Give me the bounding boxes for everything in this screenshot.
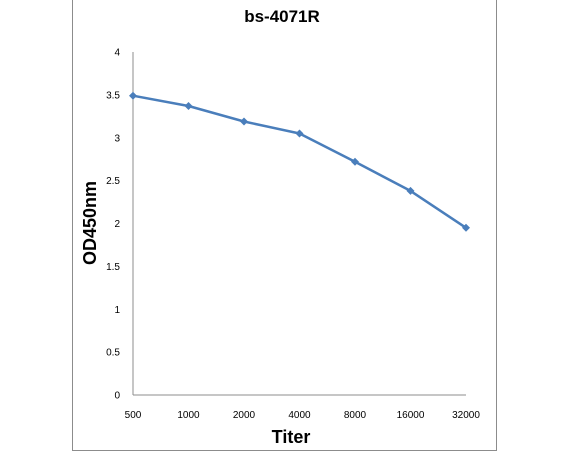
- data-point-marker: [240, 117, 248, 126]
- data-point-marker: [295, 129, 304, 138]
- x-tick-label: 16000: [397, 410, 425, 421]
- x-tick-label: 2000: [233, 410, 256, 421]
- x-tick-label: 1000: [177, 410, 200, 421]
- y-tick-labels: 0 0.5 1 1.5 2 2.5 3 3.5 4: [106, 48, 120, 402]
- y-tick-label: 0: [114, 391, 120, 402]
- x-tick-label: 500: [125, 410, 142, 421]
- data-point-marker: [184, 102, 193, 111]
- y-tick-label: 3.5: [106, 90, 120, 101]
- y-tick-label: 1: [114, 305, 120, 316]
- y-tick-label: 4: [114, 48, 120, 59]
- data-point-marker: [129, 91, 137, 100]
- y-tick-label: 2: [114, 219, 120, 230]
- x-tick-label: 4000: [288, 410, 311, 421]
- data-point-marker: [462, 223, 470, 232]
- y-axis-title: OD450nm: [80, 181, 100, 265]
- series-line: [132, 94, 467, 229]
- x-tick-label: 8000: [344, 410, 367, 421]
- data-point-marker: [351, 157, 359, 166]
- series-layer: [129, 91, 470, 232]
- y-tick-label: 0.5: [106, 348, 120, 359]
- chart-frame: [72, 0, 497, 451]
- chart-title: bs-4071R: [244, 7, 320, 26]
- data-point-marker: [406, 186, 415, 195]
- y-tick-label: 2.5: [106, 176, 120, 187]
- y-tick-label: 3: [114, 133, 120, 144]
- x-tick-labels: 500 1000 2000 4000 8000 16000 32000: [125, 410, 481, 421]
- x-tick-label: 32000: [452, 410, 480, 421]
- y-tick-label: 1.5: [106, 262, 120, 273]
- x-axis-title: Titer: [272, 427, 311, 447]
